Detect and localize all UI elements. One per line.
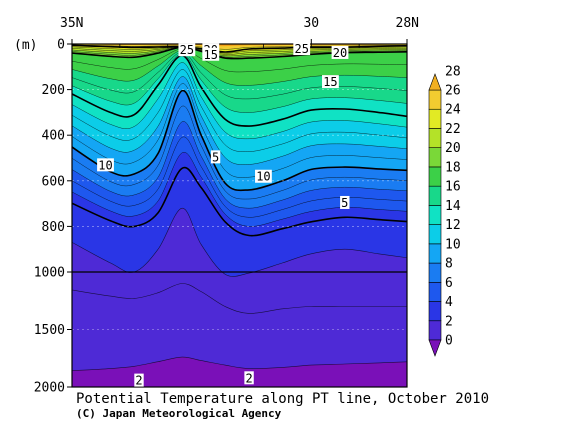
colorbar-lower-extension — [428, 339, 442, 357]
minor-isotherm — [72, 83, 407, 178]
contour-label-background — [97, 158, 114, 172]
contour-label-background — [134, 373, 144, 387]
colorbar-swatch — [428, 282, 442, 302]
latitude-tick-label: 30 — [303, 16, 319, 31]
colorbar-label: 24 — [445, 103, 461, 118]
chart-title: Potential Temperature along PT line, Oct… — [76, 391, 489, 407]
contour-label: 5 — [212, 150, 219, 164]
colorbar-label: 26 — [445, 84, 461, 99]
minor-isotherm — [72, 356, 407, 371]
depth-tick-label: 800 — [42, 220, 65, 235]
colorbar-label: 28 — [445, 64, 461, 79]
latitude-tick-label: 28N — [396, 16, 419, 31]
latitude-tick-label: 35N — [60, 16, 83, 31]
contour-labels: 25201525201510510522 — [97, 42, 350, 388]
colorbar-label: 12 — [445, 218, 461, 233]
depth-tick-label: 200 — [42, 83, 65, 98]
latitude-ticks: 35N 30 28N — [60, 16, 419, 48]
colorbar-swatch — [428, 185, 442, 206]
minor-isotherm — [72, 51, 407, 100]
depth-tick-label: 2000 — [34, 381, 65, 396]
contour-label: 20 — [333, 46, 347, 60]
colorbar-label: 6 — [445, 276, 453, 291]
contour-label-background — [293, 42, 311, 56]
depth-tick-label: 600 — [42, 174, 65, 189]
colorbar-label: 0 — [445, 334, 453, 349]
colorbar-swatch — [428, 147, 442, 168]
minor-isotherm — [72, 62, 407, 140]
colorbar-swatch — [428, 262, 442, 283]
colorbar-swatch — [428, 205, 442, 225]
colorbar-label: 14 — [445, 199, 461, 214]
depth-gridlines — [72, 89, 407, 330]
contour-label-background — [255, 169, 272, 183]
contour-label-background — [202, 47, 220, 61]
colorbar-swatch — [428, 243, 442, 264]
major-isotherms — [72, 44, 407, 237]
contour-label: 2 — [135, 374, 142, 388]
contour-label: 2 — [245, 371, 252, 385]
contour-label: 25 — [294, 42, 308, 56]
plot-area — [72, 44, 407, 387]
colorbar-label: 20 — [445, 141, 461, 156]
colorbar-label: 4 — [445, 295, 453, 310]
contour-label: 25 — [180, 43, 194, 57]
colorbar-swatch — [428, 128, 442, 148]
contour-label: 10 — [98, 158, 112, 172]
depth-tick-label: 400 — [42, 129, 65, 144]
colorbar-swatch — [428, 301, 442, 322]
major-isotherm — [72, 89, 407, 192]
depth-tick-label: 1000 — [34, 266, 65, 281]
contour-label: 15 — [204, 48, 218, 62]
colorbar-label: 18 — [445, 160, 461, 175]
minor-isotherm — [72, 53, 407, 113]
contour-label-background — [178, 43, 196, 57]
depth-unit-label: (m) — [14, 38, 37, 53]
minor-isotherm — [72, 48, 407, 73]
minor-isotherm — [72, 121, 407, 209]
colorbar-label: 22 — [445, 122, 461, 137]
minor-isotherm — [72, 105, 407, 200]
contour-label-background — [331, 45, 349, 59]
colorbar-swatch — [428, 166, 442, 187]
colorbar-label: 10 — [445, 237, 461, 252]
minor-isotherm — [72, 76, 407, 165]
colorbar-swatch — [428, 89, 442, 110]
colorbar-label: 2 — [445, 314, 453, 329]
colorbar-label: 8 — [445, 257, 453, 272]
contour-label: 5 — [341, 196, 348, 210]
temperature-bands — [72, 44, 407, 371]
minor-isotherm — [72, 69, 407, 152]
colorbar-label: 16 — [445, 180, 461, 195]
plot-frame — [71, 43, 408, 388]
contour-label: 15 — [323, 75, 337, 89]
temperature-band — [72, 44, 407, 50]
depth-tick-label: 1500 — [34, 323, 65, 338]
colorbar-swatch — [428, 224, 442, 245]
contour-label-background — [244, 371, 254, 385]
colorbar-upper-extension — [428, 73, 442, 91]
depth-ticks: 0 200 400 600 800 1000 1500 2000 — [34, 38, 72, 396]
credit-line: (C) Japan Meteorological Agency — [76, 407, 282, 420]
depth-tick-label: 0 — [57, 38, 65, 53]
colorbar-swatch — [428, 320, 442, 341]
contour-label: 10 — [256, 170, 270, 184]
minor-isotherm — [72, 50, 407, 86]
colorbar-swatch — [428, 108, 442, 129]
major-isotherm — [72, 54, 407, 127]
contour-label-background — [210, 150, 221, 164]
contour-label-background — [322, 75, 339, 89]
minor-isotherm — [72, 283, 407, 314]
major-isotherm — [72, 166, 407, 237]
contour-label-background — [340, 195, 350, 209]
